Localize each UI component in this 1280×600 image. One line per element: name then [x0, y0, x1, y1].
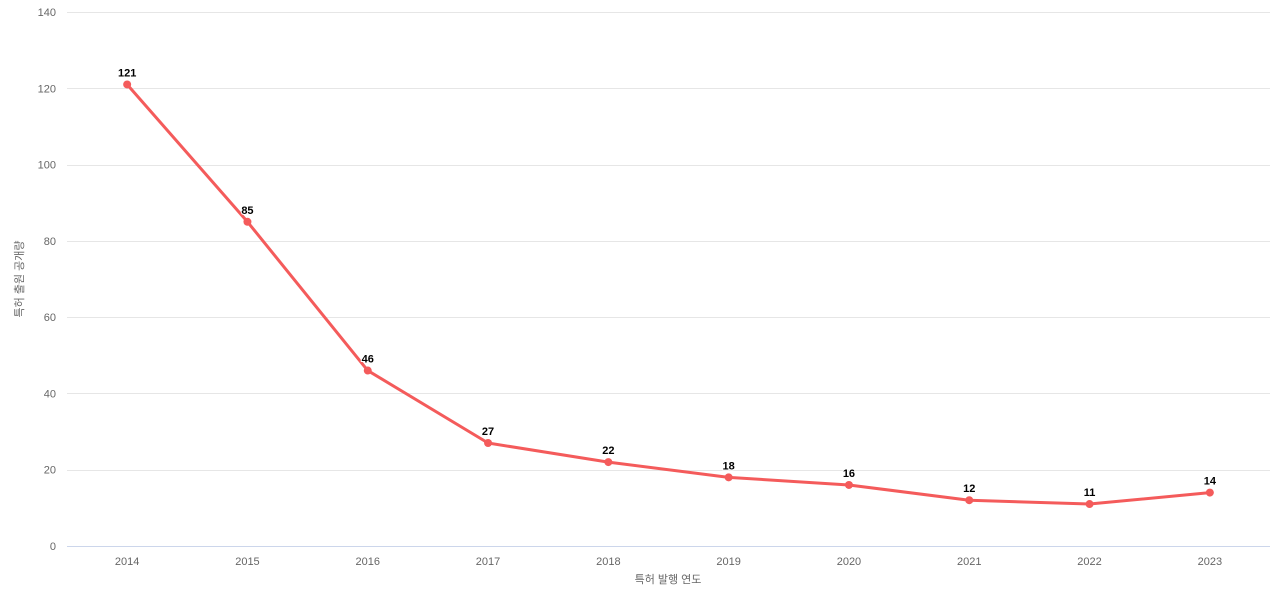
data-point [604, 458, 613, 467]
data-point [123, 80, 132, 89]
data-point-label: 14 [1204, 476, 1217, 488]
y-tick-label: 140 [38, 7, 56, 19]
x-axis-title: 특허 발행 연도 [634, 574, 702, 586]
data-point [243, 217, 252, 226]
data-point-label: 11 [1084, 487, 1096, 499]
x-tick-label: 2020 [837, 556, 861, 568]
data-point [1085, 500, 1094, 509]
x-tick-label: 2023 [1198, 556, 1222, 568]
y-tick-label: 100 [38, 160, 56, 172]
x-tick-label: 2014 [115, 556, 139, 568]
y-axis-title: 특허 출원 공개량 [14, 240, 26, 318]
x-tick-label: 2016 [356, 556, 380, 568]
data-point-label: 85 [241, 205, 253, 217]
x-tick-label: 2017 [476, 556, 500, 568]
y-tick-label: 80 [44, 236, 56, 248]
y-tick-label: 120 [38, 83, 56, 95]
data-point-label: 22 [602, 445, 614, 457]
y-tick-label: 0 [50, 541, 56, 553]
data-point-label: 16 [843, 468, 855, 480]
y-tick-label: 20 [44, 465, 56, 477]
x-tick-label: 2021 [957, 556, 981, 568]
data-point [484, 439, 493, 448]
data-point-label: 46 [362, 354, 374, 366]
data-point-label: 18 [723, 460, 735, 472]
x-tick-label: 2018 [596, 556, 620, 568]
data-point [1205, 488, 1214, 497]
data-point-label: 12 [963, 483, 975, 495]
x-tick-label: 2015 [235, 556, 259, 568]
data-point [844, 480, 853, 489]
y-tick-label: 60 [44, 312, 56, 324]
y-tick-label: 40 [44, 388, 56, 400]
data-point [965, 496, 974, 505]
x-tick-label: 2019 [716, 556, 740, 568]
data-point-label: 27 [482, 426, 494, 438]
x-tick-label: 2022 [1077, 556, 1101, 568]
data-point [363, 366, 372, 375]
series-line [125, 82, 1212, 506]
data-point [724, 473, 733, 482]
data-point-label: 121 [118, 67, 136, 79]
